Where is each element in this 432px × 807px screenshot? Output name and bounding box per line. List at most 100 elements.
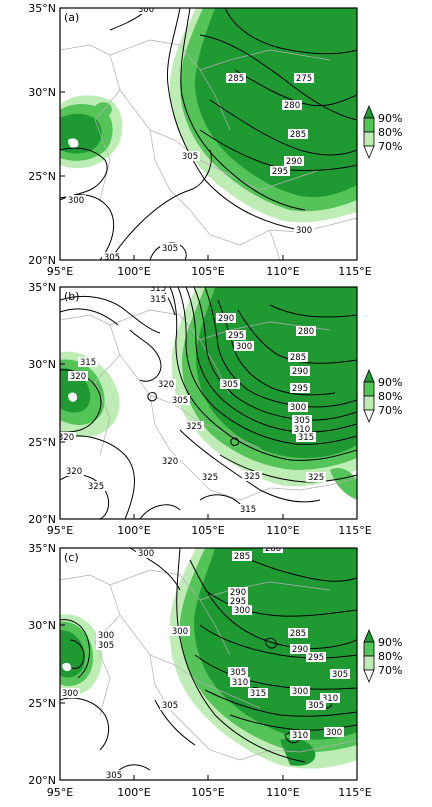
svg-text:280: 280 bbox=[265, 544, 281, 554]
svg-text:275: 275 bbox=[296, 74, 312, 84]
svg-text:300: 300 bbox=[138, 549, 154, 559]
svg-text:310: 310 bbox=[232, 678, 248, 688]
contour-label: 280 bbox=[282, 100, 302, 111]
svg-text:320: 320 bbox=[58, 433, 74, 443]
contour-label: 325 bbox=[184, 421, 204, 432]
contour-label: 300 bbox=[324, 727, 344, 738]
svg-text:315: 315 bbox=[298, 433, 314, 443]
contour-label: 285 bbox=[288, 129, 308, 140]
legend-label: 80% bbox=[378, 126, 402, 139]
contour-label: 300 bbox=[290, 686, 310, 697]
contour-label: 315 bbox=[248, 688, 268, 699]
x-tick-label: 110°E bbox=[266, 786, 299, 799]
panel-b-contour-labels: 315 315 290 295 300 280 285 290 295 300 … bbox=[58, 287, 326, 515]
panel-label: (b) bbox=[64, 290, 80, 303]
x-tick-label: 115°E bbox=[338, 265, 371, 278]
panel-a-contour-labels: 300 285 275 280 285 290 295 305 300 300 … bbox=[66, 8, 314, 263]
contour-label: 310 bbox=[292, 424, 312, 435]
contour-label: 305 bbox=[220, 379, 240, 390]
svg-text:295: 295 bbox=[272, 167, 288, 177]
legend-label: 70% bbox=[378, 140, 402, 153]
panel-b-legend: 90% 80% 70% bbox=[363, 368, 402, 424]
contour-label: 285 bbox=[232, 551, 252, 562]
panel-b-shading bbox=[60, 287, 357, 500]
svg-text:315: 315 bbox=[150, 295, 166, 305]
contour-label: 300 bbox=[170, 626, 190, 637]
contour-label: 285 bbox=[288, 352, 308, 363]
contour-label: 310 bbox=[230, 677, 250, 688]
panel-c-y-tick-labels: 35°N 30°N 25°N 20°N bbox=[28, 542, 56, 787]
legend-label: 90% bbox=[378, 112, 402, 125]
x-tick-label: 100°E bbox=[117, 786, 150, 799]
x-tick-label: 115°E bbox=[338, 786, 371, 799]
svg-text:305: 305 bbox=[104, 253, 120, 263]
y-tick-label: 30°N bbox=[28, 619, 56, 632]
contour-label: 275 bbox=[294, 73, 314, 84]
legend-label: 90% bbox=[378, 376, 402, 389]
svg-text:300: 300 bbox=[172, 627, 188, 637]
svg-text:320: 320 bbox=[158, 380, 174, 390]
svg-text:325: 325 bbox=[88, 482, 104, 492]
contour-label: 280 bbox=[296, 326, 316, 337]
svg-text:305: 305 bbox=[230, 668, 246, 678]
panel-a-x-tick-labels: 95°E 100°E 105°E 110°E 115°E bbox=[47, 265, 372, 278]
contour-label: 300 bbox=[60, 688, 80, 699]
contour-label: 305 bbox=[180, 151, 200, 162]
svg-text:300: 300 bbox=[68, 196, 84, 206]
svg-text:285: 285 bbox=[228, 74, 244, 84]
contour-label: 290 bbox=[284, 156, 304, 167]
svg-text:290: 290 bbox=[230, 588, 246, 598]
contour-label: 300 bbox=[66, 195, 86, 206]
contour-label: 315 bbox=[148, 287, 168, 294]
panel-a: 300 285 275 280 285 290 295 305 300 300 … bbox=[28, 2, 402, 278]
svg-text:285: 285 bbox=[290, 629, 306, 639]
panel-b-ticks bbox=[59, 363, 358, 519]
x-tick-label: 100°E bbox=[117, 524, 150, 537]
contour-label: 300 bbox=[232, 605, 252, 616]
svg-text:305: 305 bbox=[308, 701, 324, 711]
contour-label: 320 bbox=[160, 456, 180, 467]
svg-text:325: 325 bbox=[186, 422, 202, 432]
x-tick-label: 115°E bbox=[338, 524, 371, 537]
legend-label: 70% bbox=[378, 664, 402, 677]
svg-text:325: 325 bbox=[308, 473, 324, 483]
contour-label: 295 bbox=[226, 330, 246, 341]
svg-text:280: 280 bbox=[284, 101, 300, 111]
contour-label: 320 bbox=[156, 379, 176, 390]
svg-text:320: 320 bbox=[70, 372, 86, 382]
contour-label: 290 bbox=[290, 644, 310, 655]
svg-text:290: 290 bbox=[292, 367, 308, 377]
contour-label: 320 bbox=[58, 432, 76, 443]
panel-c-contour-labels: 300 285 280 290 295 300 300 285 290 295 … bbox=[60, 544, 350, 780]
panel-a-legend: 90% 80% 70% bbox=[363, 104, 402, 160]
panel-c-ticks bbox=[59, 624, 358, 780]
svg-text:305: 305 bbox=[162, 244, 178, 254]
svg-text:310: 310 bbox=[322, 694, 338, 704]
panel-c-legend: 90% 80% 70% bbox=[363, 628, 402, 684]
y-tick-label: 20°N bbox=[28, 254, 56, 267]
svg-text:315: 315 bbox=[240, 505, 256, 515]
panel-label: (a) bbox=[64, 11, 79, 24]
contour-label: 305 bbox=[104, 770, 124, 780]
y-tick-label: 25°N bbox=[28, 697, 56, 710]
x-tick-label: 105°E bbox=[191, 786, 224, 799]
svg-text:300: 300 bbox=[290, 403, 306, 413]
svg-text:300: 300 bbox=[296, 226, 312, 236]
y-tick-label: 30°N bbox=[28, 86, 56, 99]
panel-b-borders bbox=[60, 309, 357, 501]
svg-text:320: 320 bbox=[66, 467, 82, 477]
contour-label: 295 bbox=[306, 652, 326, 663]
svg-text:310: 310 bbox=[292, 731, 308, 741]
svg-text:300: 300 bbox=[234, 606, 250, 616]
svg-text:300: 300 bbox=[236, 342, 252, 352]
legend-label: 90% bbox=[378, 636, 402, 649]
contour-label: 305 bbox=[160, 243, 180, 254]
panel-a-y-tick-labels: 35°N 30°N 25°N 20°N bbox=[28, 2, 56, 267]
contour-label: 305 bbox=[102, 252, 122, 263]
svg-text:295: 295 bbox=[292, 384, 308, 394]
contour-label: 325 bbox=[86, 481, 106, 492]
svg-text:300: 300 bbox=[326, 728, 342, 738]
svg-text:325: 325 bbox=[244, 472, 260, 482]
x-tick-label: 110°E bbox=[266, 524, 299, 537]
contour-label: 320 bbox=[68, 371, 88, 382]
